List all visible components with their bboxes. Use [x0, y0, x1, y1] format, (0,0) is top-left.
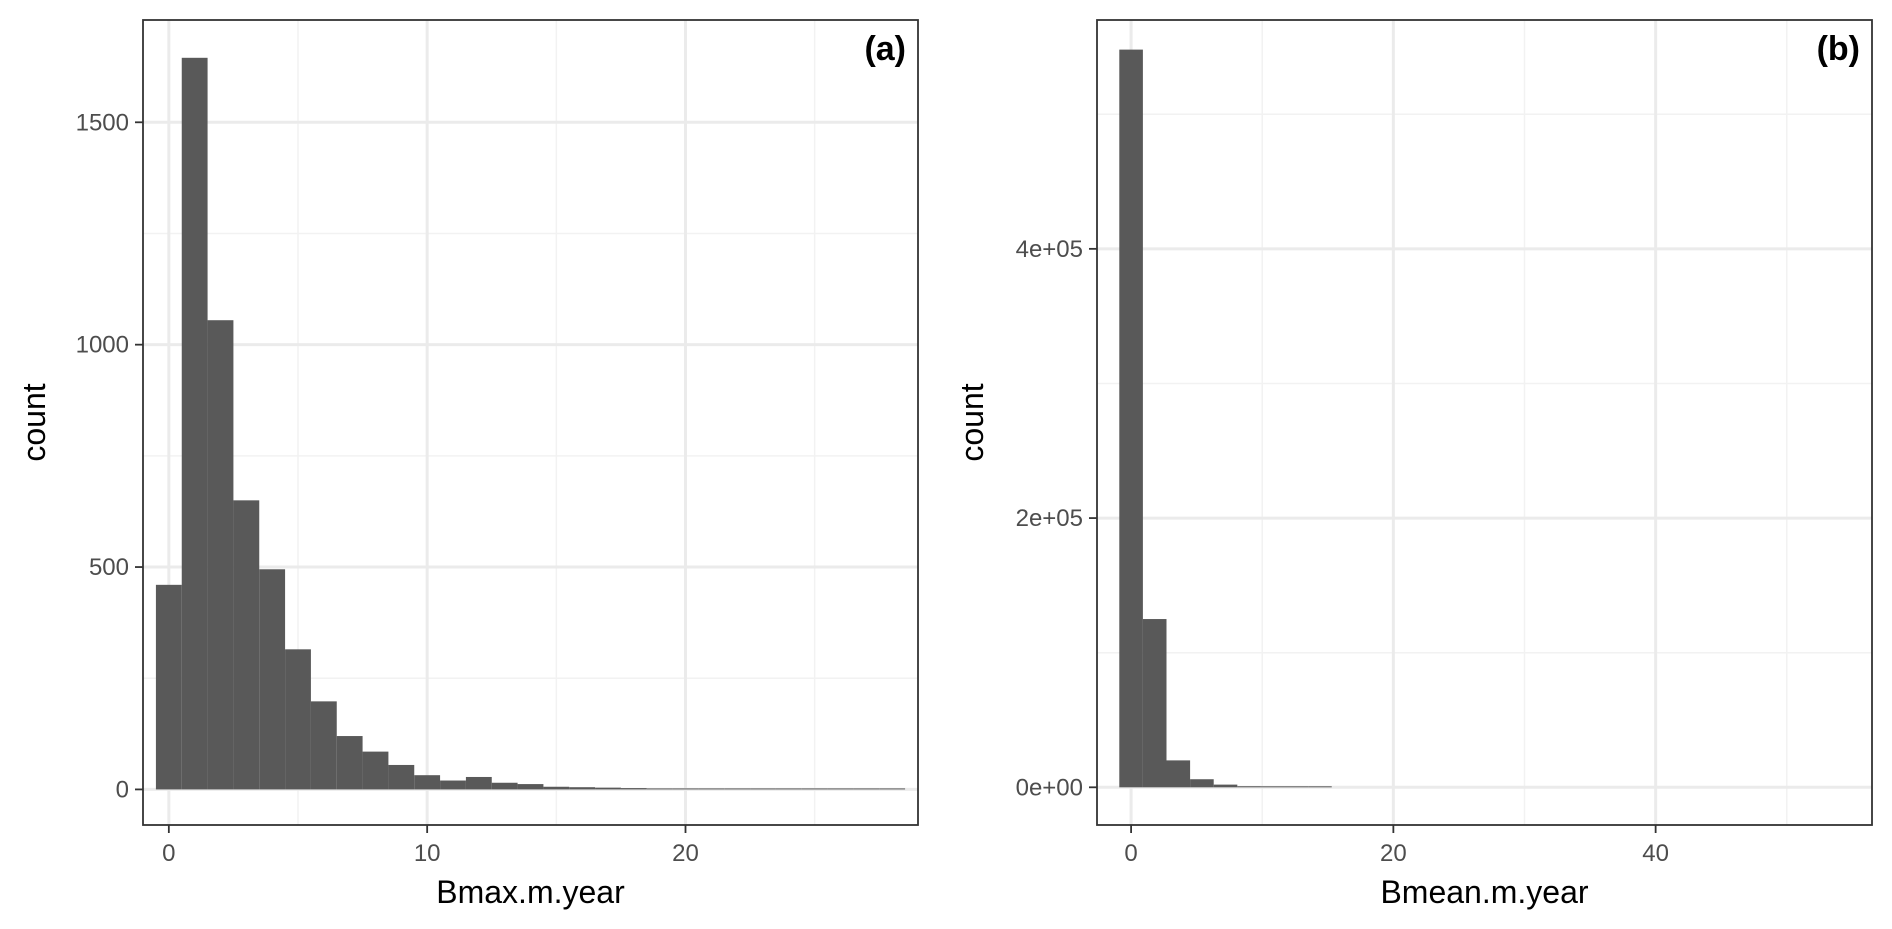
histogram-bar: [1284, 786, 1309, 788]
y-axis-ticks: 0e+00 2e+05 4e+05: [1016, 236, 1097, 801]
x-axis-title: Bmax.m.year: [436, 874, 625, 910]
panel-label: (b): [1817, 30, 1860, 68]
plot-background: [1097, 20, 1872, 825]
histogram-bar: [1190, 779, 1214, 788]
histogram-bar: [672, 788, 699, 790]
histogram-bar: [750, 788, 776, 790]
histogram-bar: [1260, 786, 1285, 788]
histogram-bar: [827, 788, 854, 790]
histogram-bar: [543, 786, 570, 790]
histogram-bar: [336, 736, 363, 790]
minor-gridlines: [1097, 20, 1872, 825]
histogram-bar: [879, 788, 906, 790]
histogram-bar: [181, 57, 208, 790]
x-axis-title: Bmean.m.year: [1380, 874, 1588, 910]
histogram-bar: [491, 782, 518, 790]
panel-label: (a): [864, 30, 906, 68]
histogram-bar: [569, 787, 596, 790]
y-tick-label: 500: [89, 554, 129, 581]
histogram-panel-a: 0 10 20 0 500 1000 1500 Bmax.m.year count (a): [16, 19, 919, 910]
x-tick-label: 0: [1124, 840, 1137, 867]
histogram-bar: [517, 784, 544, 790]
panel-border: [142, 19, 919, 826]
histogram-panel-b: 0 20 40 0e+00 2e+05 4e+05 Bmean.m.year count…: [954, 19, 1873, 910]
histogram-bar: [233, 500, 260, 790]
x-axis-ticks: 0 10 20: [162, 825, 699, 867]
panel-border: [1096, 19, 1873, 826]
y-tick-label: 0e+00: [1016, 774, 1083, 801]
x-tick-label: 40: [1642, 840, 1669, 867]
histogram-bar: [310, 701, 337, 790]
x-axis-ticks: 0 20 40: [1124, 825, 1669, 867]
histogram-bar: [259, 569, 286, 790]
y-tick-label: 1000: [76, 332, 129, 359]
histogram-bar: [465, 776, 492, 790]
y-tick-label: 0: [116, 776, 129, 803]
histogram-bar: [775, 788, 802, 790]
histogram-bar: [1213, 784, 1238, 788]
histogram-bar: [853, 788, 880, 790]
histogram-bar: [724, 788, 751, 790]
histogram-bar: [1166, 760, 1191, 788]
y-axis-title: count: [16, 383, 52, 461]
histogram-bar: [388, 764, 415, 790]
y-tick-label: 4e+05: [1016, 236, 1083, 263]
histogram-bar: [646, 788, 673, 790]
x-tick-label: 0: [162, 840, 175, 867]
x-tick-label: 20: [1380, 840, 1407, 867]
histogram-bar: [801, 788, 828, 790]
y-axis-title: count: [954, 383, 990, 461]
histogram-bars: [1119, 49, 1332, 788]
y-tick-label: 2e+05: [1016, 505, 1083, 532]
histogram-bar: [207, 320, 234, 790]
histogram-bar: [1119, 49, 1143, 788]
y-tick-label: 1500: [76, 109, 129, 136]
x-tick-label: 20: [672, 840, 699, 867]
histogram-bar: [1237, 786, 1261, 788]
histogram-bar: [155, 584, 182, 790]
histogram-bar: [1142, 619, 1167, 788]
histogram-bar: [620, 788, 647, 790]
histogram-bar: [595, 787, 621, 790]
histogram-bar: [698, 788, 725, 790]
histogram-bar: [285, 649, 311, 790]
histogram-bars: [155, 57, 906, 790]
histogram-bar: [1308, 786, 1332, 788]
x-tick-label: 10: [414, 840, 441, 867]
histogram-bar: [440, 780, 466, 790]
y-axis-ticks: 0 500 1000 1500: [76, 109, 143, 803]
histogram-bar: [362, 751, 389, 790]
histogram-bar: [414, 775, 441, 790]
